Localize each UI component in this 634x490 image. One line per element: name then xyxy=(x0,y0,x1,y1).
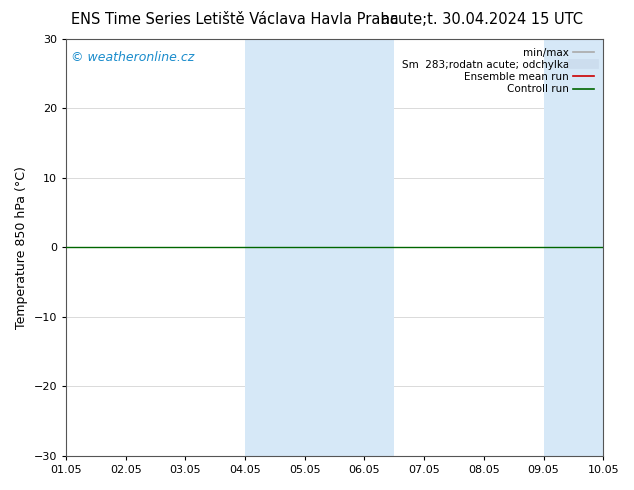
Text: ENS Time Series Letiště Václava Havla Praha: ENS Time Series Letiště Václava Havla Pr… xyxy=(71,12,398,27)
Legend: min/max, Sm  283;rodatn acute; odchylka, Ensemble mean run, Controll run: min/max, Sm 283;rodatn acute; odchylka, … xyxy=(398,44,598,98)
Text: acute;t. 30.04.2024 15 UTC: acute;t. 30.04.2024 15 UTC xyxy=(381,12,583,27)
Y-axis label: Temperature 850 hPa (°C): Temperature 850 hPa (°C) xyxy=(15,166,28,329)
Bar xyxy=(543,39,603,456)
Text: © weatheronline.cz: © weatheronline.cz xyxy=(72,51,195,64)
Bar xyxy=(245,39,394,456)
